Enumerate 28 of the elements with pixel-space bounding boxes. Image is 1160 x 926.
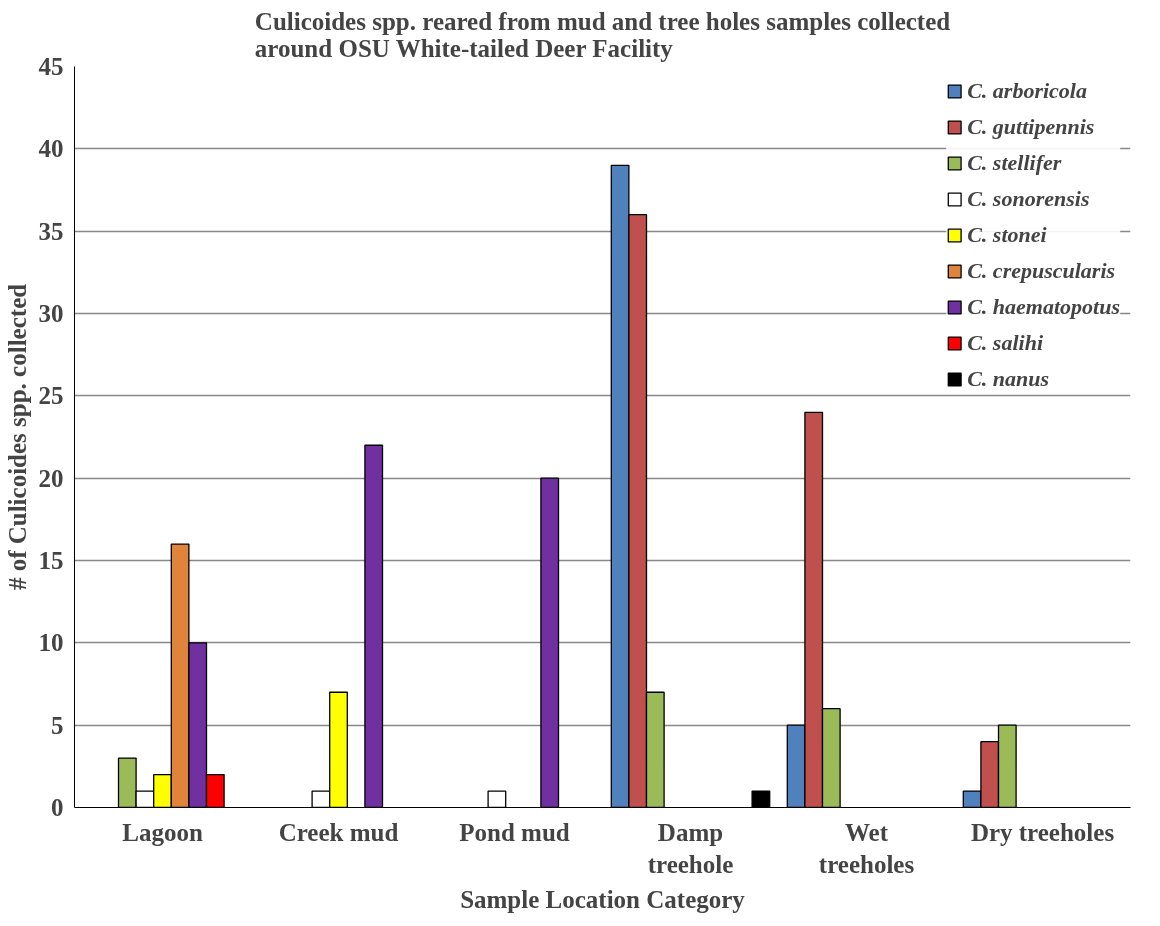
y-axis-title: # of Culicoides spp. collected xyxy=(3,283,31,591)
legend-label: C. nanus xyxy=(967,365,1050,393)
chart-title: Culicoides spp. reared from mud and tree holes samples collected around OSU White-tailed Deer Facility xyxy=(254,7,951,62)
legend-label: C. guttipennis xyxy=(967,113,1095,141)
legend-label: C. salihi xyxy=(967,329,1043,357)
y-tick-label: 40 xyxy=(38,135,64,163)
y-tick-label: 10 xyxy=(38,629,64,657)
x-tick-label: Creek mud xyxy=(278,818,399,846)
x-tick-label: Wet treeholes xyxy=(818,818,915,878)
x-tick-label: Dry treeholes xyxy=(970,818,1115,846)
legend-label: C. crepuscularis xyxy=(967,257,1116,285)
y-tick-label: 15 xyxy=(38,547,64,574)
x-axis-title: Sample Location Category xyxy=(460,885,746,913)
legend-label: C. stellifer xyxy=(967,149,1062,177)
x-tick-label: Damp treehole xyxy=(647,818,734,878)
y-tick-label: 0 xyxy=(51,794,64,821)
y-tick-label: 45 xyxy=(38,53,64,80)
legend-label: C. stonei xyxy=(967,221,1047,249)
y-tick-label: 5 xyxy=(51,711,64,739)
y-tick-label: 30 xyxy=(38,300,64,327)
legend-label: C. arboricola xyxy=(967,77,1087,105)
y-tick-label: 25 xyxy=(38,382,64,410)
y-tick-label: 35 xyxy=(38,217,64,245)
y-tick-label: 20 xyxy=(38,464,64,492)
legend-label: C. haematopotus xyxy=(967,293,1120,321)
x-tick-label: Lagoon xyxy=(122,818,203,846)
x-tick-label: Pond mud xyxy=(459,818,570,846)
legend-label: C. sonorensis xyxy=(967,185,1090,213)
